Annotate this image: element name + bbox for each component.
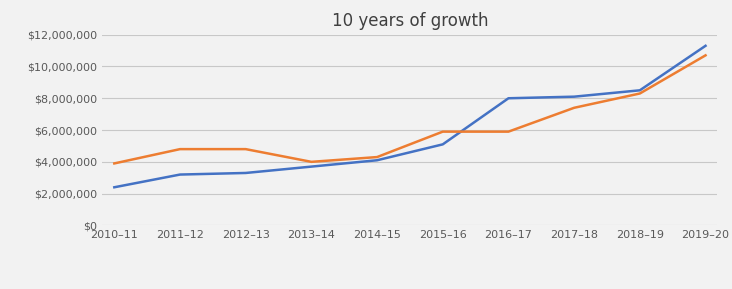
Line: Income: Income bbox=[114, 46, 706, 187]
Assets bbox=[176, 147, 184, 151]
Income bbox=[373, 158, 381, 162]
Income bbox=[176, 173, 184, 176]
Income bbox=[110, 186, 119, 189]
Income bbox=[307, 165, 315, 168]
Assets bbox=[569, 106, 578, 110]
Income bbox=[504, 97, 513, 100]
Assets bbox=[307, 160, 315, 164]
Income bbox=[701, 44, 710, 47]
Assets bbox=[504, 130, 513, 134]
Income bbox=[569, 95, 578, 98]
Assets bbox=[438, 130, 447, 134]
Income bbox=[438, 143, 447, 146]
Income bbox=[242, 171, 250, 175]
Legend: Income, Assets: Income, Assets bbox=[325, 285, 495, 289]
Assets bbox=[110, 162, 119, 165]
Assets bbox=[373, 155, 381, 159]
Income bbox=[635, 88, 644, 92]
Assets bbox=[701, 53, 710, 57]
Assets bbox=[242, 147, 250, 151]
Title: 10 years of growth: 10 years of growth bbox=[332, 12, 488, 30]
Line: Assets: Assets bbox=[114, 55, 706, 163]
Assets bbox=[635, 92, 644, 95]
